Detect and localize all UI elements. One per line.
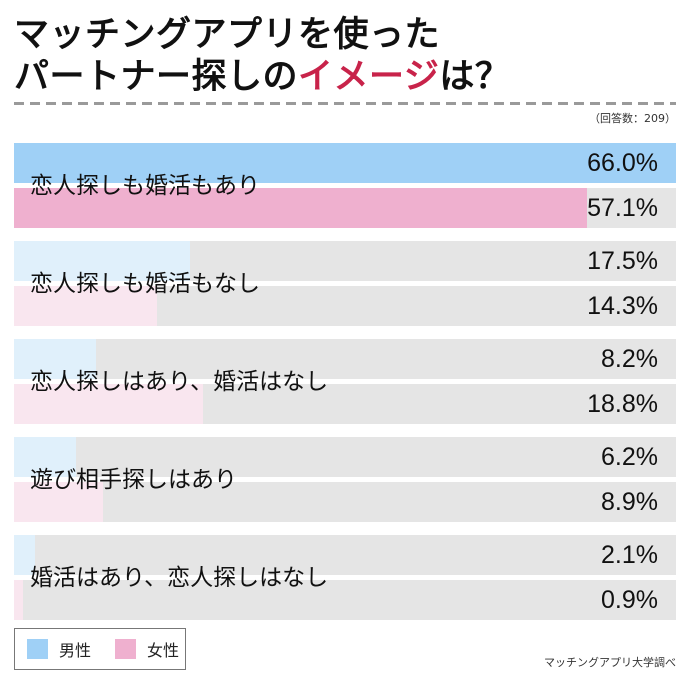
dashed-divider bbox=[14, 102, 676, 105]
category-label: 恋人探しはあり、婚活はなし bbox=[30, 369, 329, 395]
bar-female bbox=[14, 188, 587, 228]
value-label-male: 8.2% bbox=[601, 345, 658, 373]
category-label: 遊び相手探しはあり bbox=[30, 467, 237, 493]
bar-female bbox=[14, 384, 203, 424]
bar-row-female: 57.1% bbox=[14, 188, 676, 228]
respondent-count: （回答数：209） bbox=[589, 112, 676, 125]
title-accent: イメージ bbox=[298, 57, 440, 97]
value-label-male: 17.5% bbox=[587, 247, 658, 275]
bar-male bbox=[14, 241, 190, 281]
value-label-female: 14.3% bbox=[587, 292, 658, 320]
value-label-female: 8.9% bbox=[601, 488, 658, 516]
title-suffix: は？ bbox=[439, 57, 511, 97]
chart-title: マッチングアプリを使った パートナー探しのイメージは？ bbox=[14, 14, 510, 98]
bar-row-female: 8.9% bbox=[14, 482, 676, 522]
value-label-male: 66.0% bbox=[587, 149, 658, 177]
bar-row-male: 6.2% bbox=[14, 437, 676, 477]
bar-female bbox=[14, 286, 158, 326]
value-label-female: 18.8% bbox=[587, 390, 658, 418]
chart-title-line1: マッチングアプリを使った bbox=[14, 15, 441, 55]
legend: 男性 女性 bbox=[14, 628, 186, 670]
legend-swatch-female bbox=[115, 639, 136, 659]
value-label-male: 2.1% bbox=[601, 541, 658, 569]
bar-group: 17.5% 14.3% 恋人探しも婚活もなし bbox=[14, 241, 676, 327]
value-label-female: 0.9% bbox=[601, 586, 658, 614]
legend-item-male: 男性 bbox=[27, 639, 92, 660]
bar-row-male: 8.2% bbox=[14, 339, 676, 379]
legend-item-female: 女性 bbox=[115, 639, 180, 660]
bar-male bbox=[14, 535, 36, 575]
chart-title-line2: パートナー探しのイメージは？ bbox=[14, 56, 510, 98]
bar-group: 6.2% 8.9% 遊び相手探しはあり bbox=[14, 437, 676, 523]
bar-row-female: 14.3% bbox=[14, 286, 676, 326]
bar-row-male: 2.1% bbox=[14, 535, 676, 575]
bar-row-male: 66.0% bbox=[14, 143, 676, 183]
bar-row-female: 0.9% bbox=[14, 580, 676, 620]
category-label: 恋人探しも婚活もなし bbox=[30, 271, 260, 297]
legend-label-male: 男性 bbox=[59, 641, 92, 660]
bar-group: 8.2% 18.8% 恋人探しはあり、婚活はなし bbox=[14, 339, 676, 425]
bar-male bbox=[14, 143, 676, 183]
bar-female bbox=[14, 580, 24, 620]
category-label: 恋人探しも婚活もあり bbox=[30, 173, 260, 199]
bar-female bbox=[14, 482, 104, 522]
title-prefix: パートナー探しの bbox=[14, 57, 299, 97]
bar-row-male: 17.5% bbox=[14, 241, 676, 281]
value-label-male: 6.2% bbox=[601, 443, 658, 471]
value-label-female: 57.1% bbox=[587, 194, 658, 222]
category-label: 婚活はあり、恋人探しはなし bbox=[30, 565, 329, 591]
source-credit: マッチングアプリ大学調べ bbox=[544, 656, 676, 669]
bar-group: 2.1% 0.9% 婚活はあり、恋人探しはなし bbox=[14, 535, 676, 621]
bar-group: 66.0% 57.1% 恋人探しも婚活もあり bbox=[14, 143, 676, 229]
bar-male bbox=[14, 339, 97, 379]
legend-label-female: 女性 bbox=[147, 641, 180, 660]
legend-swatch-male bbox=[27, 639, 48, 659]
bar-male bbox=[14, 437, 77, 477]
bar-row-female: 18.8% bbox=[14, 384, 676, 424]
